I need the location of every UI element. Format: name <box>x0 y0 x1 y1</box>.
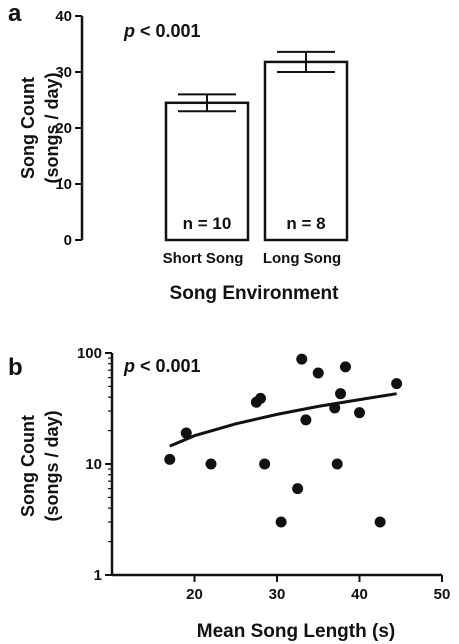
panel-b-label: b <box>8 354 23 381</box>
panel-a-bars: n = 10 Short Song n = 8 Long Song <box>163 50 349 267</box>
panel-a-xlabel: Song Environment <box>170 283 340 304</box>
panel-a-annotation-rest: < 0.001 <box>135 21 201 41</box>
panel-b-data-point <box>335 388 347 400</box>
panel-a-y-tick-label: 40 <box>55 8 72 25</box>
panel-a-bar <box>164 101 250 242</box>
panel-b-data-point <box>312 367 324 379</box>
panel-a-bar <box>263 60 349 242</box>
panel-b-xlabel: Mean Song Length (s) <box>197 621 395 642</box>
panel-b-data-point <box>259 458 271 470</box>
panel-b-data-point <box>292 483 304 495</box>
panel-b-data-point <box>164 453 176 465</box>
panel-a-annotation-p: p <box>123 21 135 41</box>
panel-b-y-tick-label: 10 <box>85 456 102 473</box>
panel-b: b p < 0.001 Song Count (songs / day) Mea… <box>8 345 450 642</box>
panel-b-data-point <box>180 427 192 439</box>
panel-a-ylabel-line1: Song Count <box>18 77 38 179</box>
panel-a-ylabel-line2: (songs / day) <box>42 72 62 183</box>
panel-a-y-tick-label: 30 <box>55 64 72 81</box>
panel-b-x-tick-label: 50 <box>434 586 451 603</box>
panel-b-data-point <box>331 458 343 470</box>
panel-b-annotation-p: p <box>123 356 135 376</box>
panel-b-ylabel-line1: Song Count <box>18 415 38 517</box>
panel-b-y-tick-label: 100 <box>77 345 102 362</box>
panel-b-data-point <box>296 353 308 365</box>
panel-a-y-tick-label: 10 <box>55 176 72 193</box>
panel-b-data-point <box>354 407 365 419</box>
panel-a-n-label: n = 10 <box>183 214 232 233</box>
panel-b-annotation-rest: < 0.001 <box>135 356 201 376</box>
panel-b-data-point <box>275 516 287 528</box>
panel-b-data-point <box>329 402 341 414</box>
panel-a-label: a <box>8 0 22 27</box>
panel-b-data-point <box>391 378 403 390</box>
panel-a-y-axis: 0 10 20 30 40 <box>55 8 84 249</box>
panel-b-annotation: p < 0.001 <box>123 356 201 376</box>
panel-a-n-label: n = 8 <box>286 214 325 233</box>
panel-b-ylabel-line2: (songs / day) <box>42 410 62 521</box>
panel-b-data-point <box>205 458 217 470</box>
panel-a-y-tick-label: 0 <box>64 232 72 249</box>
panel-b-fit-line <box>169 392 397 448</box>
panel-b-x-tick-label: 30 <box>269 586 286 603</box>
panel-a-x-tick-label: Long Song <box>263 250 341 267</box>
panel-b-data-point <box>339 361 351 373</box>
panel-b-data-point <box>374 516 386 528</box>
panel-a-x-tick-label: Short Song <box>163 250 244 267</box>
panel-b-x-tick-label: 20 <box>186 586 203 603</box>
panel-b-points <box>164 353 403 528</box>
panel-b-data-point <box>255 392 266 404</box>
panel-a-annotation: p < 0.001 <box>123 21 201 41</box>
panel-a-y-tick-label: 20 <box>55 120 72 137</box>
panel-a: a p < 0.001 Song Count (songs / day) Son… <box>8 0 349 304</box>
panel-b-x-tick-label: 40 <box>351 586 368 603</box>
panel-b-axes: 1 10 100 20 30 40 50 <box>77 345 450 603</box>
panel-b-y-tick-label: 1 <box>94 567 102 584</box>
panel-b-data-point <box>300 414 312 426</box>
